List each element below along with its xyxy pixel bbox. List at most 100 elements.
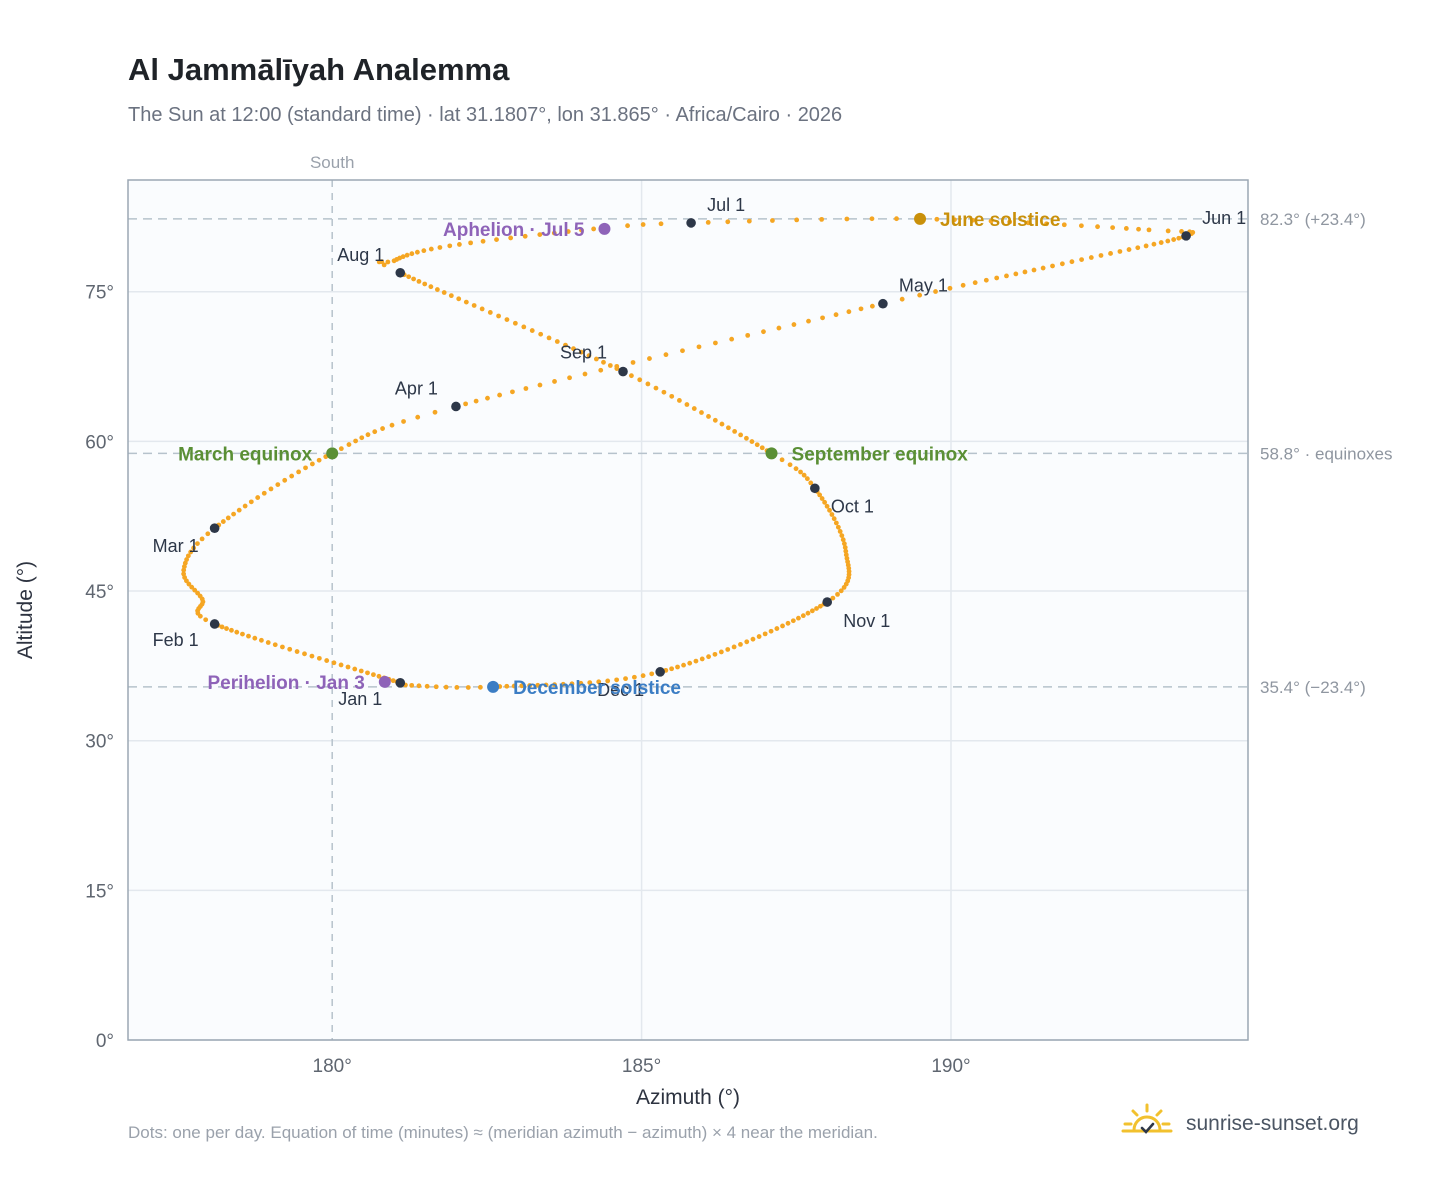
daily-sun-dot (496, 313, 501, 319)
daily-sun-dot (463, 299, 469, 305)
daily-sun-dot (801, 472, 807, 478)
daily-sun-dot (754, 442, 760, 448)
x-tick-label: 180° (313, 1056, 352, 1077)
month-marker-label: Feb 1 (153, 630, 199, 650)
x-tick-label: 190° (931, 1056, 970, 1077)
daily-sun-dot (759, 445, 765, 451)
daily-sun-dot (487, 310, 493, 315)
daily-sun-dot (569, 681, 575, 687)
daily-sun-dot (706, 654, 711, 660)
daily-sun-dot (259, 637, 264, 643)
y-tick-label: 45° (85, 582, 114, 603)
daily-sun-dot (586, 353, 592, 359)
daily-sun-dot (380, 426, 385, 431)
brand-link[interactable]: sunrise-sunset.org (1120, 1100, 1359, 1148)
daily-sun-dot (988, 218, 994, 224)
month-marker (451, 401, 461, 412)
daily-sun-dot (188, 549, 194, 555)
daily-sun-dot (411, 276, 416, 282)
daily-sun-dot (623, 676, 628, 682)
daily-sun-dot (424, 683, 430, 689)
month-marker (878, 298, 888, 309)
daily-sun-dot (663, 352, 669, 358)
daily-sun-dot (275, 482, 281, 487)
daily-sun-dot (376, 673, 382, 679)
daily-sun-dot (324, 658, 330, 663)
daily-sun-dot (358, 668, 364, 674)
daily-sun-dot (1061, 222, 1067, 228)
daily-sun-dot (631, 674, 637, 680)
daily-sun-dot (1165, 238, 1171, 244)
daily-sun-dot (830, 595, 836, 601)
daily-sun-dot (719, 421, 725, 427)
daily-sun-dot (675, 664, 680, 670)
daily-sun-dot (629, 373, 634, 379)
daily-sun-dot (677, 398, 682, 403)
daily-sun-dot (571, 346, 576, 352)
daily-sun-dot (625, 223, 630, 229)
daily-sun-dot (220, 519, 226, 524)
daily-sun-dot (744, 639, 750, 645)
daily-sun-dot (640, 673, 646, 679)
daily-sun-dot (1176, 235, 1182, 241)
daily-sun-dot (661, 389, 667, 395)
daily-sun-dot (647, 356, 652, 361)
daily-sun-dot (485, 395, 490, 401)
daily-sun-dot (242, 503, 248, 509)
daily-sun-dot (952, 217, 957, 223)
daily-sun-dot (521, 324, 527, 330)
daily-sun-dot (225, 515, 231, 521)
daily-sun-dot (294, 649, 300, 654)
daily-sun-dot (669, 393, 675, 399)
daily-sun-dot (596, 679, 602, 685)
daily-sun-dot (835, 524, 841, 530)
y-tick-label: 75° (85, 283, 114, 304)
daily-sun-dot (869, 303, 875, 309)
daily-sun-dot (725, 219, 731, 225)
daily-sun-dot (372, 429, 378, 435)
daily-sun-dot (1158, 240, 1164, 245)
daily-sun-dot (732, 428, 738, 434)
daily-sun-dot (303, 465, 308, 471)
daily-sun-dot (563, 342, 568, 348)
daily-sun-dot (1004, 273, 1009, 279)
daily-sun-dot (240, 631, 245, 637)
daily-sun-dot (409, 682, 415, 688)
daily-sun-dot (181, 571, 187, 577)
daily-sun-dot (601, 359, 606, 365)
reference-line-label: 35.4° (−23.4°) (1260, 678, 1366, 697)
daily-sun-dot (684, 402, 690, 407)
daily-sun-dot (725, 647, 731, 652)
daily-sun-dot (390, 678, 396, 684)
daily-sun-dot (1069, 259, 1075, 265)
month-marker (395, 267, 406, 278)
daily-sun-dot (551, 230, 557, 236)
daily-sun-dot (761, 329, 766, 335)
daily-sun-dot (473, 398, 479, 404)
daily-sun-dot (1108, 251, 1113, 256)
daily-sun-dot (1136, 226, 1141, 232)
daily-sun-dot (800, 613, 806, 619)
daily-sun-dot (838, 588, 844, 594)
daily-sun-dot (504, 683, 510, 689)
daily-sun-dot (546, 335, 552, 341)
daily-sun-dot (582, 371, 588, 377)
daily-sun-dot (818, 603, 823, 609)
month-marker (822, 597, 833, 607)
month-marker-label: Jun 1 (1202, 208, 1246, 228)
daily-sun-dot (511, 683, 517, 689)
daily-sun-dot (184, 557, 190, 562)
daily-sun-dot (441, 290, 447, 295)
month-marker-label: Nov 1 (843, 611, 890, 631)
event-label: June solstice (940, 210, 1060, 231)
daily-sun-dot (669, 666, 675, 672)
daily-sun-dot (316, 457, 322, 463)
daily-sun-dot (846, 309, 852, 315)
event-marker (914, 212, 927, 225)
daily-sun-dot (706, 414, 711, 419)
month-marker (395, 678, 406, 688)
daily-sun-dot (192, 587, 198, 593)
month-marker-label: Aug 1 (337, 245, 384, 265)
daily-sun-dot (607, 363, 613, 368)
daily-sun-dot (246, 633, 251, 639)
